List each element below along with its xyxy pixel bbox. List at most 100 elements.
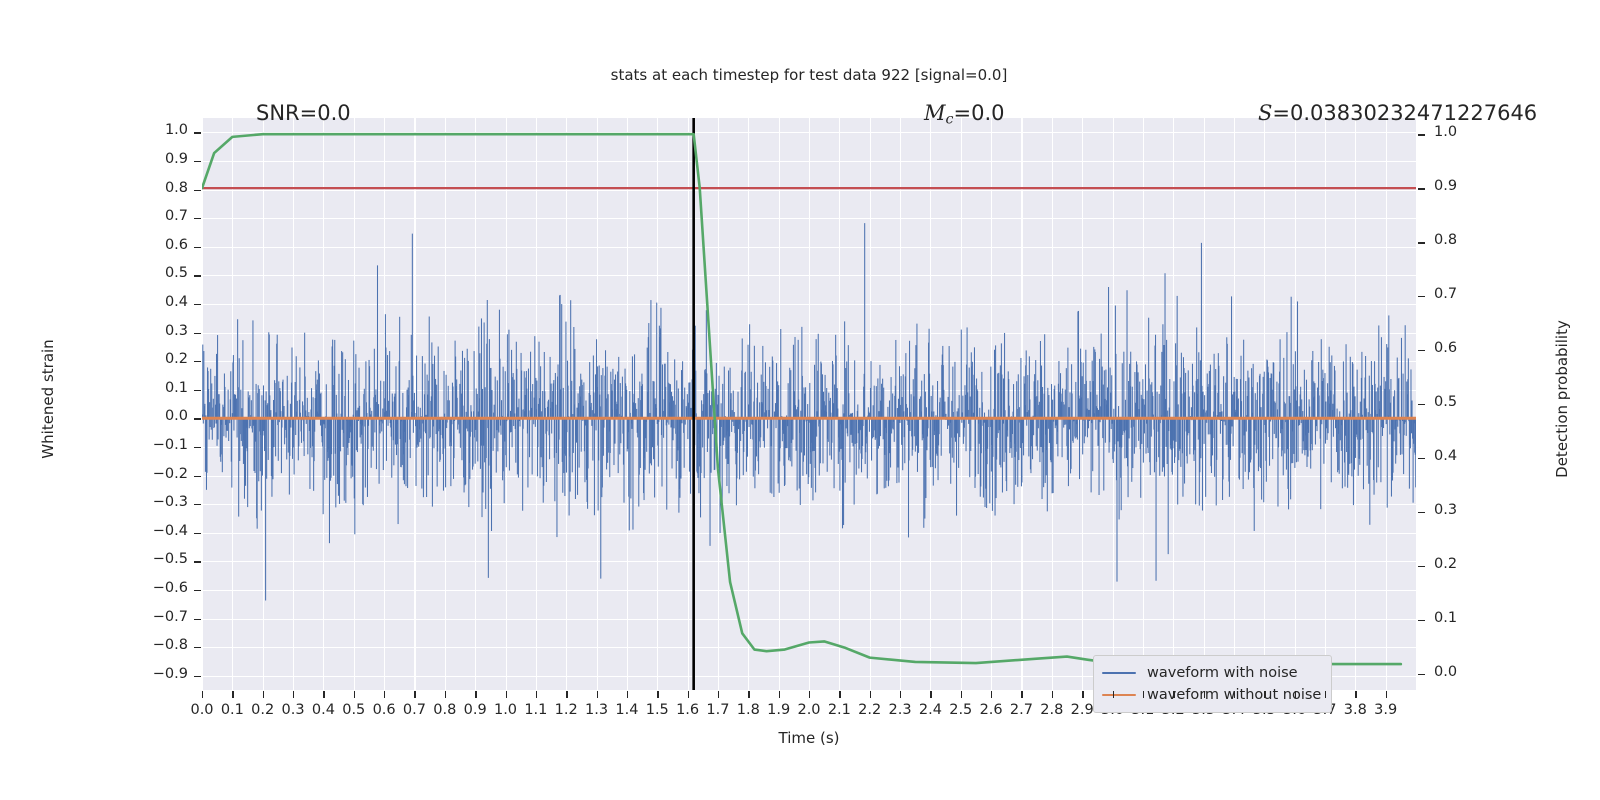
x-tick-mark bbox=[960, 691, 963, 698]
y-tick-label-left: 0.0 bbox=[164, 408, 188, 425]
y-tick-label-right: 0.6 bbox=[1434, 340, 1458, 357]
x-tick-mark bbox=[748, 691, 750, 698]
y-tick-label-left: −0.9 bbox=[152, 665, 188, 682]
y-tick-mark-left bbox=[194, 189, 201, 191]
x-tick-mark bbox=[930, 691, 932, 698]
y-tick-label-left: 0.8 bbox=[164, 179, 188, 196]
x-tick-label: 3.9 bbox=[1374, 702, 1398, 718]
y-tick-mark-right bbox=[1418, 350, 1425, 352]
x-tick-label: 1.8 bbox=[736, 702, 760, 718]
x-tick-label: 1.5 bbox=[645, 702, 669, 718]
x-tick-mark bbox=[1173, 691, 1175, 698]
detection-probability-line bbox=[202, 132, 1403, 666]
x-tick-mark bbox=[1294, 691, 1296, 698]
x-tick-mark bbox=[475, 691, 477, 698]
y-tick-mark-right bbox=[1418, 296, 1425, 298]
x-tick-mark bbox=[293, 691, 295, 698]
y-tick-mark-left bbox=[194, 332, 201, 334]
y-tick-label-left: −0.5 bbox=[152, 551, 188, 568]
y-axis-label-left: Whitened strain bbox=[39, 339, 57, 459]
x-tick-label: 1.9 bbox=[767, 702, 791, 718]
y-tick-mark-right bbox=[1418, 619, 1425, 622]
legend-label: waveform with noise bbox=[1147, 665, 1298, 681]
y-tick-mark-right bbox=[1418, 565, 1425, 568]
legend-item[interactable]: waveform with noise bbox=[1102, 662, 1321, 684]
x-tick-label: 1.3 bbox=[585, 702, 609, 718]
legend-item[interactable]: waveform without noise bbox=[1102, 684, 1321, 706]
x-tick-label: 1.4 bbox=[615, 702, 639, 718]
x-tick-label: 0.8 bbox=[433, 702, 457, 718]
x-tick-mark bbox=[596, 691, 598, 698]
x-tick-mark bbox=[262, 691, 265, 698]
annotation-mc-var: M bbox=[924, 101, 946, 125]
x-tick-label: 3.8 bbox=[1343, 702, 1367, 718]
y-tick-mark-left bbox=[194, 303, 201, 306]
y-tick-label-right: 0.5 bbox=[1434, 394, 1458, 410]
legend: waveform with noise waveform without nois… bbox=[1093, 655, 1333, 713]
x-tick-label: 2.9 bbox=[1070, 702, 1094, 718]
plot-area bbox=[202, 118, 1416, 690]
x-tick-mark bbox=[414, 691, 416, 698]
x-tick-label: 1.0 bbox=[493, 702, 518, 718]
x-tick-label: 2.7 bbox=[1009, 702, 1033, 718]
y-tick-label-left: 0.5 bbox=[164, 265, 188, 282]
y-tick-mark-left bbox=[194, 532, 201, 535]
y-tick-label-right: 0.3 bbox=[1434, 501, 1458, 518]
x-tick-mark bbox=[809, 691, 811, 698]
x-axis-label: Time (s) bbox=[778, 729, 840, 747]
x-tick-mark bbox=[1051, 691, 1054, 698]
x-tick-mark bbox=[1203, 691, 1205, 698]
x-tick-mark bbox=[1264, 691, 1266, 698]
x-tick-label: 2.6 bbox=[979, 702, 1003, 718]
x-tick-label: 2.5 bbox=[949, 702, 973, 718]
y-tick-label-right: 0.0 bbox=[1434, 663, 1458, 680]
x-tick-mark bbox=[444, 691, 447, 698]
gridline-vertical bbox=[414, 118, 416, 690]
annotation-score: S=0.03830232471227646 bbox=[1258, 101, 1537, 125]
x-tick-mark bbox=[1233, 691, 1236, 698]
y-tick-mark-right bbox=[1418, 242, 1425, 244]
y-tick-label-right: 0.4 bbox=[1434, 447, 1458, 464]
x-tick-label: 0.4 bbox=[311, 702, 335, 718]
annotation-s-var: S bbox=[1258, 101, 1273, 125]
annotation-snr-value: 0.0 bbox=[317, 101, 351, 125]
x-tick-label: 2.3 bbox=[888, 702, 912, 718]
y-tick-label-right: 1.0 bbox=[1434, 124, 1458, 141]
x-tick-mark bbox=[991, 691, 993, 698]
y-tick-label-left: 0.7 bbox=[164, 208, 188, 225]
y-tick-label-left: 0.4 bbox=[164, 293, 188, 310]
x-tick-mark bbox=[384, 691, 386, 698]
x-tick-label: 0.0 bbox=[190, 702, 214, 718]
gridline-vertical bbox=[778, 118, 780, 690]
gridline-vertical bbox=[626, 118, 628, 690]
y-tick-label-left: 0.1 bbox=[164, 379, 188, 396]
annotation-snr-label: SNR= bbox=[256, 101, 318, 125]
y-tick-label-left: 0.9 bbox=[164, 150, 188, 167]
x-tick-mark bbox=[900, 691, 902, 698]
y-tick-mark-left bbox=[194, 504, 201, 506]
y-tick-label-left: −0.8 bbox=[152, 637, 188, 654]
x-tick-mark bbox=[778, 691, 781, 698]
gridline-vertical bbox=[566, 118, 568, 690]
y-tick-label-left: −0.2 bbox=[152, 465, 188, 482]
y-tick-label-left: −0.7 bbox=[152, 608, 188, 625]
legend-swatch-icon bbox=[1102, 671, 1136, 675]
y-tick-label-left: −0.6 bbox=[152, 579, 188, 596]
gridline-vertical bbox=[991, 118, 993, 690]
gridline-vertical bbox=[293, 118, 295, 690]
x-tick-label: 0.1 bbox=[220, 702, 244, 718]
y-tick-mark-left bbox=[194, 589, 201, 592]
x-tick-mark bbox=[687, 691, 689, 698]
y-tick-label-right: 0.9 bbox=[1434, 178, 1458, 195]
gridline-vertical bbox=[839, 118, 841, 690]
x-tick-mark bbox=[232, 691, 234, 698]
y-tick-label-left: 0.3 bbox=[164, 322, 188, 339]
y-tick-mark-left bbox=[194, 132, 201, 134]
waveform-with-noise-series bbox=[202, 223, 1416, 601]
y-tick-label-right: 0.2 bbox=[1434, 555, 1458, 572]
y-tick-mark-right bbox=[1418, 134, 1425, 136]
x-tick-mark bbox=[869, 691, 872, 698]
y-tick-label-left: 0.6 bbox=[164, 236, 188, 253]
gridline-vertical bbox=[1021, 118, 1023, 690]
x-tick-label: 2.2 bbox=[858, 702, 882, 718]
